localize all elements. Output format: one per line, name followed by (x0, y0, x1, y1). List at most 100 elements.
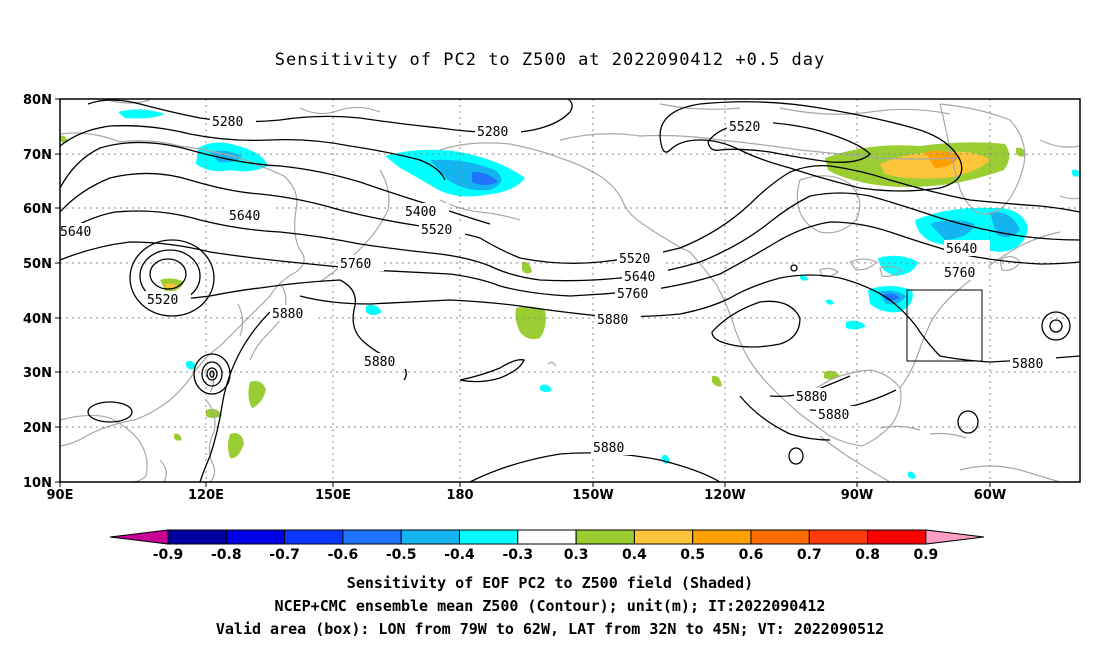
colorbar-label: 0.8 (855, 547, 880, 563)
z500-contours (59, 98, 1081, 483)
contour-label: 5640 (229, 209, 260, 224)
colorbar-label: -0.3 (502, 547, 533, 563)
lat-label: 20N (23, 421, 52, 436)
shade-negative (118, 109, 165, 119)
lat-label: 60N (23, 202, 52, 217)
colorbar-labels: -0.9 -0.8 -0.7 -0.6 -0.5 -0.4 -0.3 0.3 0.4 0.5 0.6… (153, 547, 939, 563)
contour-label: 5760 (340, 257, 371, 272)
shade-negative (186, 360, 196, 370)
colorbar-swatch (750, 529, 810, 545)
contour-low-inner (149, 258, 187, 290)
lon-label: 60W (974, 488, 1006, 503)
colorbar-swatch (517, 529, 577, 545)
contour-small (957, 410, 979, 434)
contour-label: 5520 (421, 223, 452, 238)
colorbar-label: -0.7 (269, 547, 300, 563)
contour-5880-ring (459, 359, 525, 383)
shade-negative (908, 471, 916, 479)
colorbar-label: 0.9 (913, 547, 938, 563)
lat-label: 50N (23, 257, 52, 272)
contour-5880c (199, 311, 271, 483)
contour-5880-high (711, 300, 801, 348)
lon-label: 150W (572, 488, 613, 503)
caption-line-1: Sensitivity of EOF PC2 to Z500 field (Sh… (346, 574, 754, 592)
shade-negative (990, 211, 1020, 238)
shade-negative (878, 255, 918, 276)
contour-label: 5520 (729, 120, 760, 135)
contour-5640 (59, 192, 1081, 282)
caption-line-3: Valid area (box): LON from 79W to 62W, L… (215, 620, 885, 638)
lat-label: 30N (23, 366, 52, 381)
shade-positive (712, 375, 722, 387)
colorbar-label: 0.3 (564, 547, 589, 563)
lat-label: 70N (23, 148, 52, 163)
lat-label: 10N (23, 476, 52, 491)
colorbar-label: 0.7 (797, 547, 822, 563)
contour-label: 5400 (405, 205, 436, 220)
shade-positive (164, 283, 178, 289)
shade-positive (174, 433, 182, 441)
colorbar-swatch (575, 529, 635, 545)
contour-label: 5280 (477, 125, 508, 140)
typhoon-ring (201, 361, 223, 387)
lon-label: 180 (446, 488, 473, 503)
shade-positive (515, 306, 546, 340)
contour-label: 5880 (1012, 357, 1043, 372)
contour-label: 5760 (617, 287, 648, 302)
shade-negative (826, 299, 834, 305)
colorbar-label: 0.6 (739, 547, 764, 563)
shade-positive (228, 433, 244, 459)
shade-negative (366, 304, 382, 315)
contour-label: 5880 (364, 355, 395, 370)
colorbar-swatch (867, 529, 927, 545)
shade-negative (800, 275, 808, 281)
shade-positive (522, 261, 532, 274)
shade-negative (540, 384, 552, 392)
colorbar-swatch (342, 529, 402, 545)
axis-ticks (55, 98, 991, 487)
contour-5520-vortex (659, 101, 963, 192)
colorbar-label: -0.4 (444, 547, 475, 563)
contour-small (1041, 311, 1071, 341)
figure-title: Sensitivity of PC2 to Z500 at 2022090412… (274, 50, 826, 70)
colorbar-high-triangle (925, 529, 984, 545)
contour-label: 5880 (593, 441, 624, 456)
colorbar-label: 0.4 (622, 547, 647, 563)
contour-5880d (739, 395, 831, 441)
contour-label: 5880 (597, 313, 628, 328)
contour-small (87, 401, 133, 423)
lat-label: 80N (23, 93, 52, 108)
contour-5400 (59, 125, 446, 181)
colorbar-label: -0.9 (153, 547, 184, 563)
lon-label: 150E (315, 488, 351, 503)
contour-label: 5640 (60, 225, 91, 240)
map-frame (59, 98, 1081, 483)
contour-small (790, 264, 798, 272)
contour-label: 5760 (944, 266, 975, 281)
typhoon-ring (206, 367, 218, 381)
shade-negative (472, 172, 498, 185)
colorbar (109, 529, 984, 545)
colorbar-swatch (225, 529, 286, 545)
colorbar-low-triangle (109, 529, 169, 545)
shade-negative (846, 320, 866, 330)
contour-low-outer (129, 239, 215, 317)
colorbar-swatch (167, 529, 227, 545)
colorbar-label: -0.8 (211, 547, 242, 563)
colorbar-label: -0.6 (328, 547, 359, 563)
contour-label: 5520 (147, 293, 178, 308)
contour-label: 5280 (212, 115, 243, 130)
typhoon-ring (193, 353, 231, 395)
contour-small (788, 447, 804, 465)
colorbar-swatch (459, 529, 519, 545)
lon-label: 120W (704, 488, 745, 503)
contour-5760 (59, 221, 1081, 297)
contour-label: 5880 (272, 307, 303, 322)
contour-label: 5880 (796, 390, 827, 405)
shade-positive (1016, 147, 1026, 157)
colorbar-swatch (692, 529, 752, 545)
colorbar-label: -0.5 (386, 547, 417, 563)
lon-label: 120E (188, 488, 224, 503)
contour-label: 5880 (818, 408, 849, 423)
